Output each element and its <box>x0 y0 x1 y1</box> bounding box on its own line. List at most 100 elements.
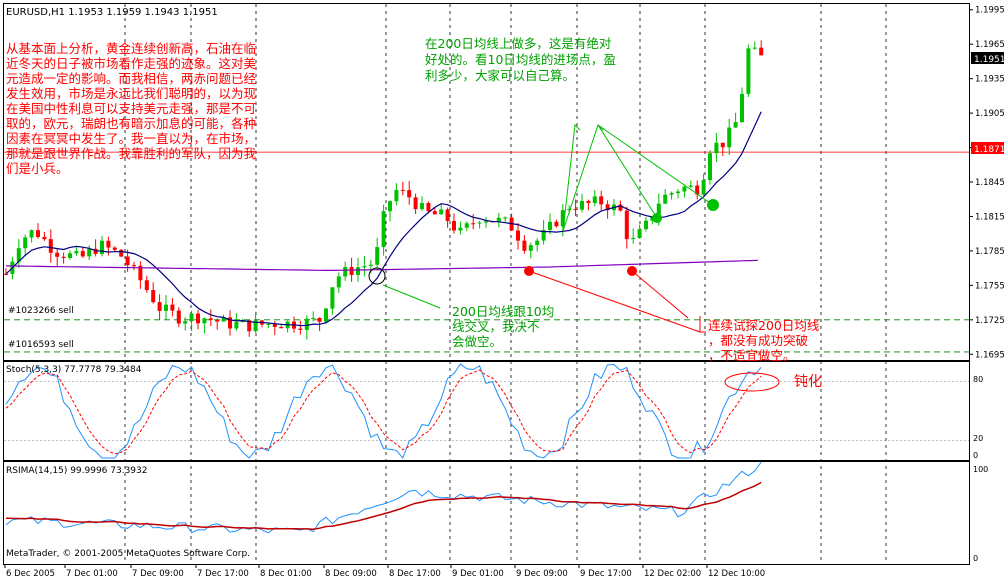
candle-body <box>189 313 194 322</box>
current-price-label: 1.1951 <box>971 52 1006 65</box>
candle-body <box>23 237 28 249</box>
time-axis: 6 Dec 2005 7 Dec 01:00 7 Dec 09:00 7 Dec 17… <box>4 564 765 578</box>
left-note-line: 在美国中性利息可以支持美元走强，那是不可 <box>6 101 256 116</box>
candle-body <box>87 248 92 257</box>
candle-body <box>202 318 207 324</box>
candle-body <box>394 189 399 202</box>
rsima-panel-frame <box>3 461 970 565</box>
test-bracket <box>699 316 706 333</box>
blunt-label: 钝化 <box>794 374 822 390</box>
candle-body <box>317 317 322 322</box>
candle-body <box>708 153 712 181</box>
candle-body <box>61 256 66 258</box>
entry-arrow <box>562 123 581 232</box>
candle-body <box>298 328 303 330</box>
candle-body <box>375 247 380 265</box>
candle-body <box>592 196 597 204</box>
candle-body <box>125 256 130 266</box>
candle-body <box>727 127 732 148</box>
candle-body <box>228 317 232 329</box>
candle-body <box>132 265 136 267</box>
ma10-line <box>5 111 762 327</box>
price-tick-label: 1.1725 <box>975 316 1005 326</box>
candle-body <box>266 324 271 326</box>
order-sell-2: #1016593 sell <box>8 340 74 350</box>
candle-body <box>554 221 559 227</box>
candle-body <box>631 237 636 240</box>
stoch-tick-0: 0 <box>973 451 978 460</box>
price-tick-label: 1.1965 <box>975 40 1005 50</box>
candle-body <box>336 276 341 288</box>
candle-body <box>208 318 213 320</box>
candle-body <box>541 229 546 241</box>
current-price-text: 1.1951 <box>974 55 1006 65</box>
ref-price-text: 1.1871 <box>974 145 1006 155</box>
candle-body <box>381 211 386 248</box>
candle-body <box>112 247 117 250</box>
top-note-line: 利多少，大家可以自己算。 <box>425 68 575 83</box>
stoch-panel-frame <box>3 361 970 461</box>
candle-body <box>196 313 200 324</box>
cross-arrow <box>382 284 441 309</box>
test-arrow <box>631 270 689 319</box>
price-tick-label: 1.1845 <box>975 178 1005 188</box>
candle-body <box>426 203 431 212</box>
time-tick-label: 8 Dec 17:00 <box>389 569 441 578</box>
candle-body <box>759 47 764 56</box>
candle-body <box>240 320 245 323</box>
candle-body <box>388 201 392 212</box>
rsima-signal-line <box>5 481 762 531</box>
left-note-line: 发生效用，市场是永远比我们聪明的，以为现 <box>6 86 256 101</box>
time-tick-label: 9 Dec 01:00 <box>452 569 504 578</box>
candle-body <box>452 220 456 231</box>
price-axis: 1.19951.19651.19351.19051.18751.18451.18… <box>969 6 1005 360</box>
ref-price-label: 1.1871 <box>971 142 1006 155</box>
candle-body <box>746 48 751 94</box>
candle-body <box>36 230 40 237</box>
test-arrow <box>528 270 701 333</box>
order-lines <box>4 319 969 353</box>
cross-circle <box>368 267 386 285</box>
cross-note-line: 200日均线跟10均 <box>452 304 554 319</box>
candle-body <box>477 222 482 224</box>
candle-body <box>362 266 367 268</box>
candle-body <box>484 221 488 223</box>
candle-body <box>567 208 572 211</box>
time-tick-label: 9 Dec 09:00 <box>516 569 568 578</box>
price-tick-label: 1.1935 <box>975 75 1005 85</box>
candle-body <box>407 190 412 198</box>
candle-body <box>80 251 85 257</box>
candle-body <box>605 204 610 211</box>
candle-body <box>695 185 700 195</box>
candle-body <box>599 196 604 205</box>
test-note-line: ，都没有成功突破 <box>708 333 808 348</box>
left-note: 从基本面上分析，黄金连续创新高，石油在临 近冬天的日子被市场看作走强的迹象。这对… <box>6 41 257 176</box>
price-tick-label: 1.1785 <box>975 247 1005 257</box>
rsima-tick-100: 100 <box>973 465 988 474</box>
candle-body <box>119 249 124 257</box>
test-note-line: ，不适宜做空。 <box>708 348 796 363</box>
candle-body <box>176 310 181 324</box>
candle-body <box>183 321 188 324</box>
candle-body <box>548 221 552 230</box>
candle-body <box>618 204 623 211</box>
candle-body <box>733 122 738 128</box>
chart-annotations <box>368 123 719 333</box>
test-note-line: 连续试探200日均线 <box>708 318 820 333</box>
candle-body <box>432 211 437 215</box>
cross-note-line: 线交叉，我决不 <box>452 319 540 334</box>
candle-body <box>42 236 47 240</box>
candle-body <box>720 142 725 148</box>
price-tick-label: 1.1755 <box>975 281 1005 291</box>
left-note-line: 那就是跟世界作战。我靠胜利的军队，因为我 <box>6 146 257 161</box>
candle-body <box>74 251 79 254</box>
candle-body <box>324 308 328 322</box>
candle-body <box>157 302 162 311</box>
candle-body <box>528 245 533 251</box>
candle-body <box>400 189 405 191</box>
candle-body <box>439 209 444 215</box>
candle-body <box>144 280 149 291</box>
candle-body <box>330 287 335 309</box>
stoch-main-line <box>5 363 762 459</box>
